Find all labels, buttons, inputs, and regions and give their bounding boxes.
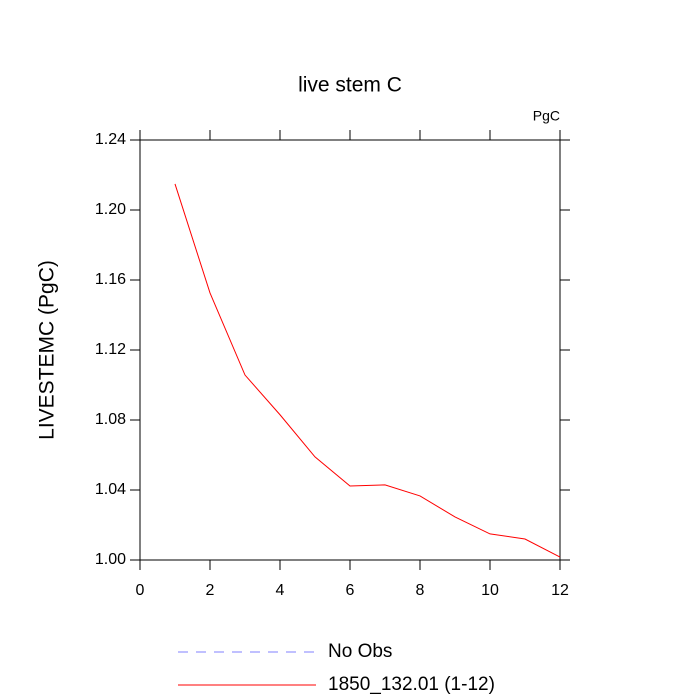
y-tick-label: 1.12: [95, 341, 126, 358]
x-tick-label: 8: [416, 582, 425, 599]
units-label: PgC: [533, 108, 560, 124]
y-tick-label: 1.00: [95, 551, 126, 568]
legend-label: No Obs: [328, 641, 392, 662]
chart-title: live stem C: [298, 74, 402, 97]
y-tick-label: 1.04: [95, 481, 126, 498]
y-tick-label: 1.08: [95, 411, 126, 428]
y-axis-label: LIVESTEMC (PgC): [36, 260, 59, 440]
x-tick-label: 12: [551, 582, 569, 599]
y-tick-label: 1.20: [95, 201, 126, 218]
y-tick-label: 1.24: [95, 131, 126, 148]
x-tick-label: 6: [346, 582, 355, 599]
x-tick-label: 10: [481, 582, 499, 599]
plot-frame: [139, 139, 561, 561]
y-tick-label: 1.16: [95, 271, 126, 288]
x-tick-label: 0: [136, 582, 145, 599]
x-tick-label: 2: [206, 582, 215, 599]
x-tick-label: 4: [276, 582, 285, 599]
legend-label: 1850_132.01 (1-12): [328, 674, 495, 695]
data-line: [174, 183, 561, 558]
